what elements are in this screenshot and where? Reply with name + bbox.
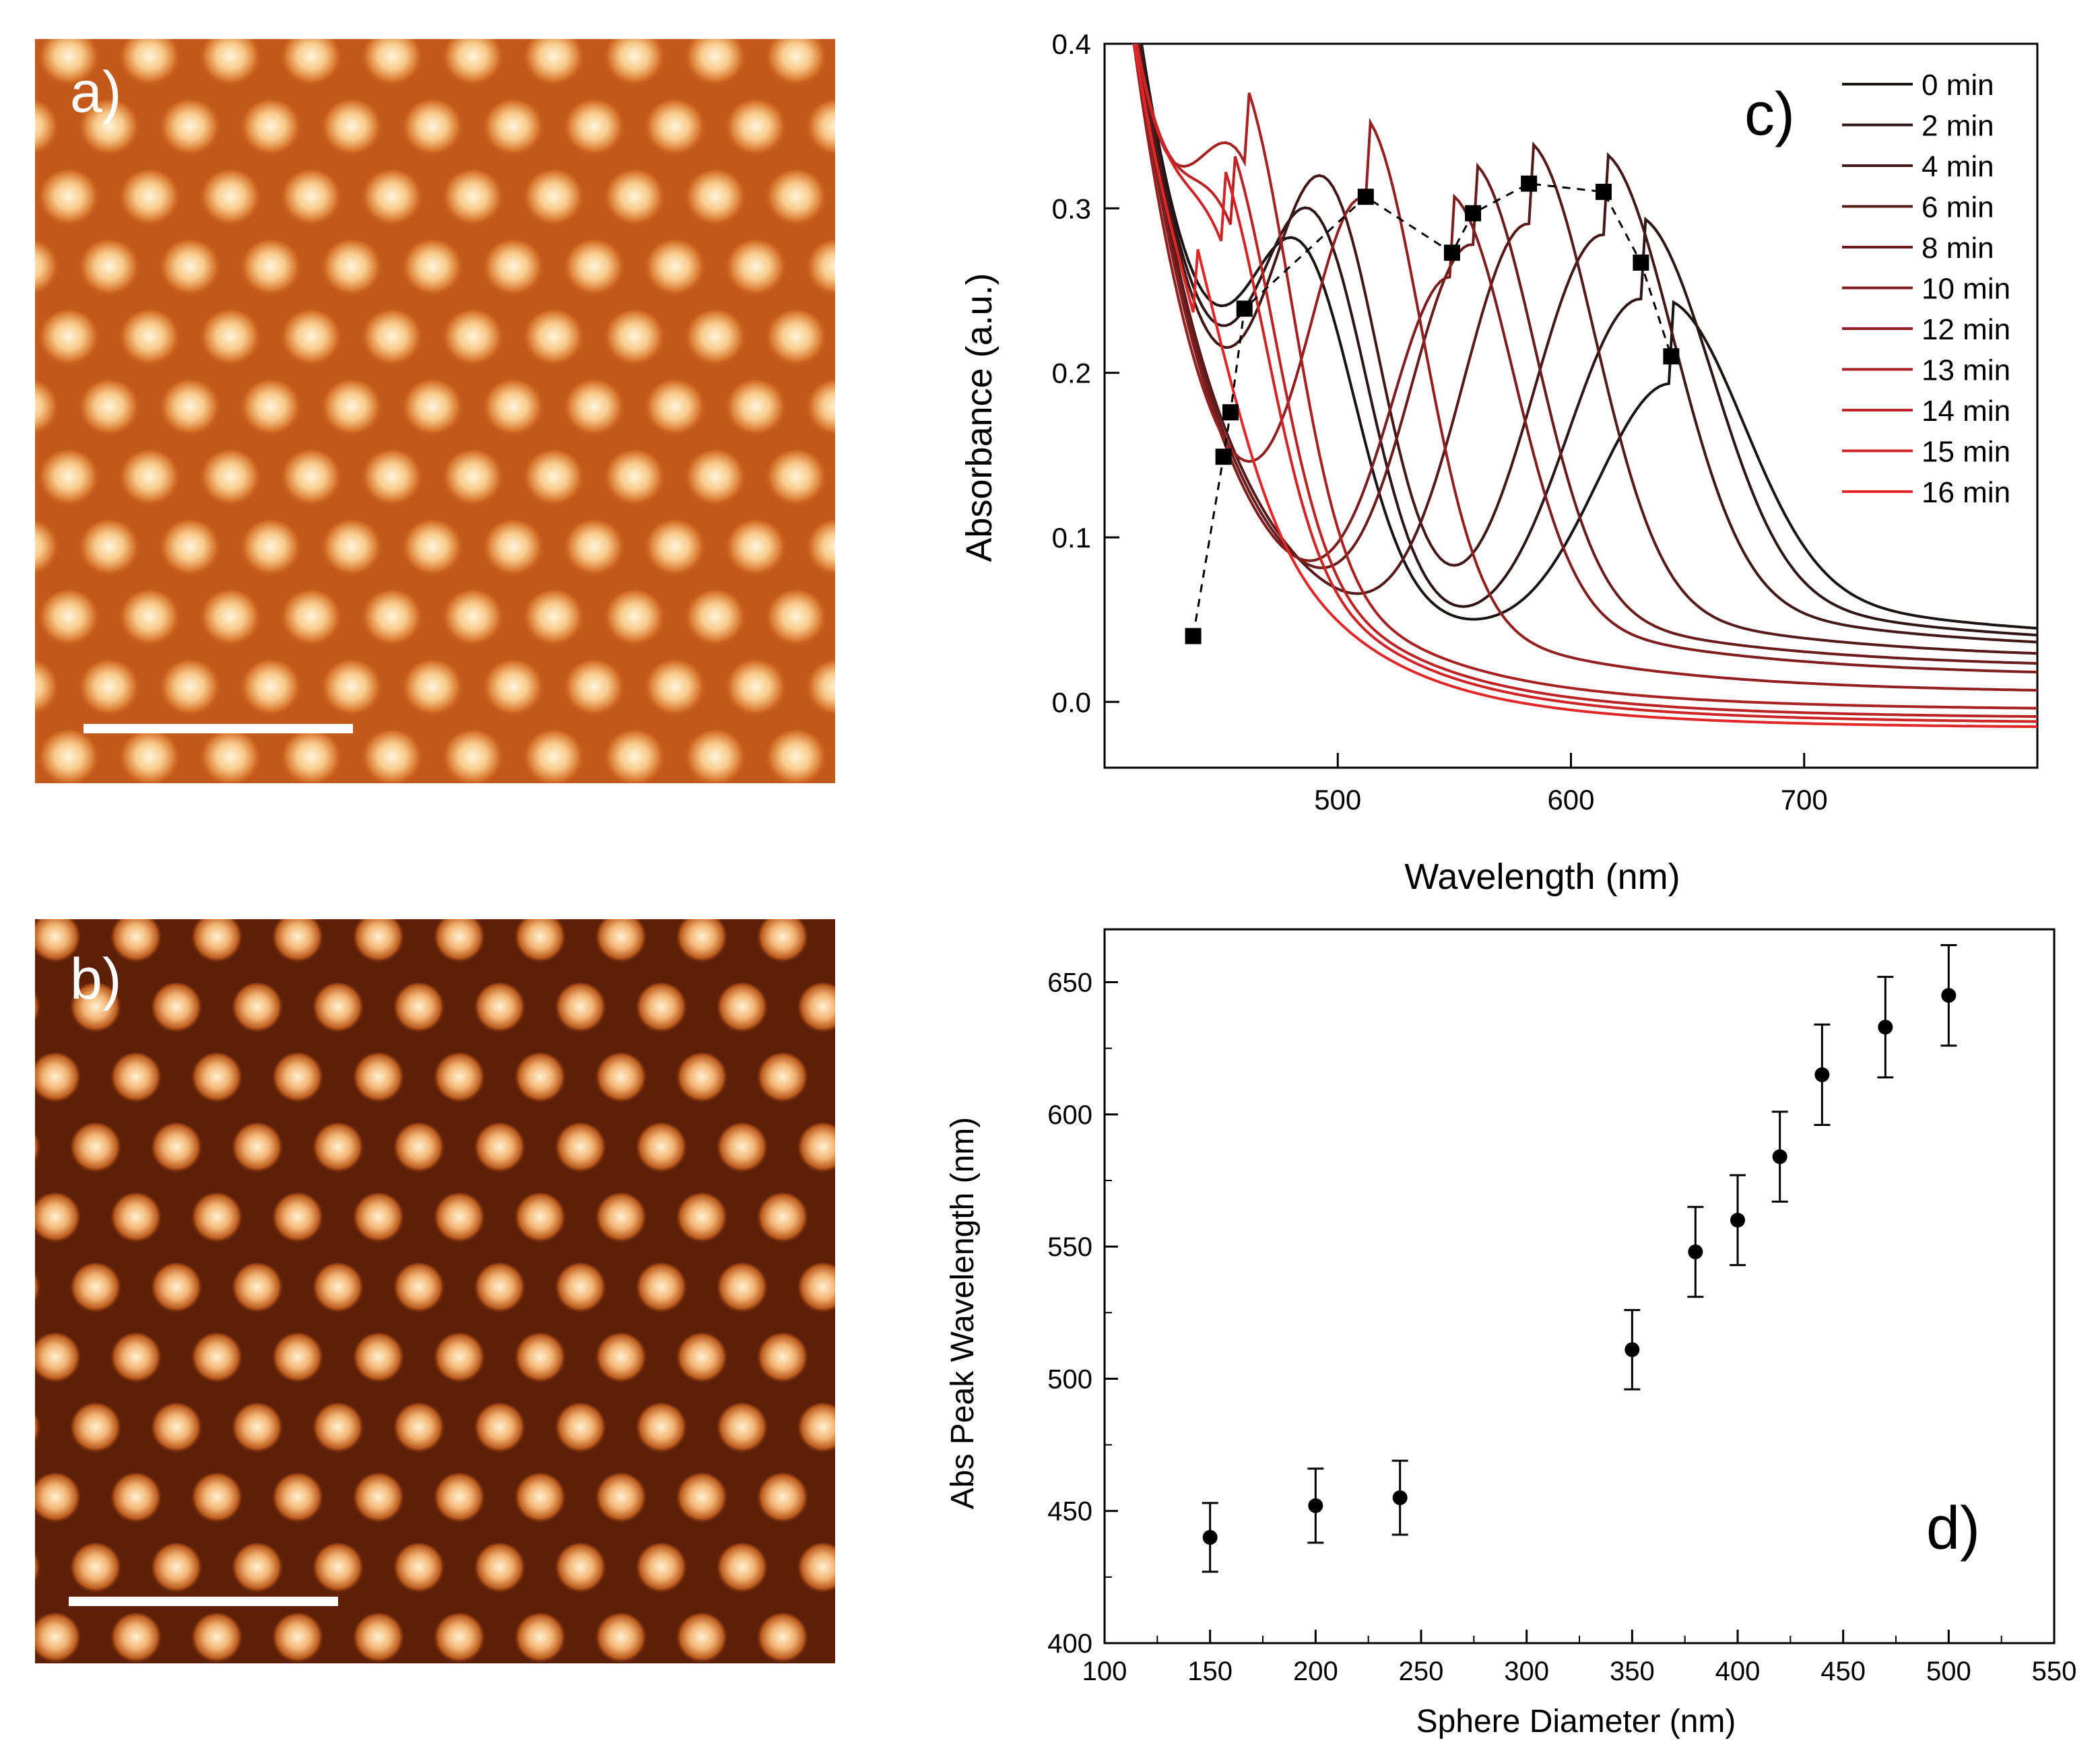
y-tick-label: 650: [1047, 968, 1092, 998]
x-tick-label: 450: [1820, 1657, 1866, 1686]
x-tick-label: 250: [1399, 1657, 1444, 1686]
peak-marker: [1443, 244, 1460, 261]
spectrum-line: [1137, 44, 2037, 655]
peak-marker: [1215, 448, 1232, 465]
legend-label: 16 min: [1922, 476, 2010, 509]
y-tick-label: 500: [1047, 1364, 1092, 1394]
chart-d-xlabel: Sphere Diameter (nm): [1416, 1704, 1736, 1739]
chart-c-panel-label: c): [1744, 81, 1795, 148]
x-tick-label: 300: [1504, 1657, 1549, 1686]
y-tick-label: 0.4: [1052, 28, 1091, 60]
y-tick-label: 0.0: [1052, 686, 1091, 718]
chart-d-ylabel: Abs Peak Wavelength (nm): [945, 1117, 981, 1509]
peak-marker: [1222, 404, 1239, 421]
legend-label: 10 min: [1922, 273, 2010, 306]
chart-c-ylabel: Absorbance (a.u.): [959, 273, 999, 562]
panel-label-a: a): [70, 60, 122, 125]
x-tick-label: 550: [2032, 1657, 2077, 1686]
y-tick-label: 450: [1047, 1497, 1092, 1527]
scale-bar: [84, 724, 353, 733]
data-point: [1941, 988, 1957, 1003]
chart-d-frame: [1103, 928, 2056, 1644]
y-tick-label: 0.2: [1052, 358, 1091, 389]
peak-marker: [1521, 175, 1538, 192]
peak-marker: [1357, 189, 1374, 205]
spectrum-line: [1134, 44, 2037, 674]
spectrum-line: [1132, 44, 2037, 692]
data-point: [1688, 1244, 1703, 1259]
y-tick-label: 600: [1047, 1100, 1092, 1130]
spectrum-line: [1135, 44, 2037, 719]
data-point: [1814, 1067, 1830, 1082]
chart-c-xlabel: Wavelength (nm): [1404, 857, 1680, 897]
panel-b: b): [35, 919, 835, 1663]
spectrum-line: [1135, 44, 2037, 723]
data-point: [1772, 1149, 1787, 1164]
afm-image-b: [35, 919, 835, 1663]
data-point: [1625, 1342, 1640, 1358]
x-tick-label: 350: [1610, 1657, 1655, 1686]
x-tick-label: 150: [1187, 1657, 1233, 1686]
legend-label: 13 min: [1922, 354, 2010, 387]
legend-label: 8 min: [1922, 232, 1994, 265]
x-tick-label: 400: [1715, 1657, 1761, 1686]
peak-marker: [1185, 628, 1202, 644]
spectrum-line: [1136, 44, 2037, 665]
spectrum-line: [1139, 44, 2037, 637]
legend-label: 12 min: [1922, 313, 2010, 346]
legend-label: 6 min: [1922, 191, 1994, 224]
y-tick-label: 0.3: [1052, 193, 1091, 224]
afm-image-a: [35, 39, 835, 783]
scale-bar: [69, 1597, 338, 1606]
x-tick-label: 500: [1926, 1657, 1971, 1686]
x-tick-label: 200: [1293, 1657, 1338, 1686]
x-tick-label: 500: [1314, 784, 1361, 816]
y-tick-label: 400: [1047, 1629, 1092, 1659]
peak-marker: [1236, 300, 1253, 317]
legend-label: 2 min: [1922, 110, 1994, 143]
data-point: [1730, 1212, 1745, 1228]
data-point: [1392, 1490, 1408, 1506]
peak-marker: [1663, 348, 1680, 365]
y-tick-label: 0.1: [1052, 522, 1091, 554]
spectrum-line: [1138, 44, 2037, 644]
peak-marker: [1465, 205, 1482, 222]
data-point: [1308, 1498, 1323, 1513]
legend-label: 4 min: [1922, 150, 1994, 183]
x-tick-label: 700: [1781, 784, 1828, 816]
panel-label-b: b): [70, 947, 122, 1011]
data-point: [1878, 1020, 1893, 1035]
legend-label: 14 min: [1922, 395, 2010, 428]
spectrum-line: [1133, 44, 2037, 729]
legend-label: 15 min: [1922, 436, 2010, 469]
peak-marker: [1633, 254, 1649, 271]
data-point: [1202, 1529, 1218, 1545]
chart-d: 100 150 200 250 300 350 400 450 500 550 400 450 500 5…: [945, 928, 2077, 1739]
y-tick-label: 550: [1047, 1232, 1092, 1262]
x-tick-label: 100: [1082, 1657, 1127, 1686]
peak-marker: [1595, 183, 1612, 200]
chart-d-panel-label: d): [1926, 1495, 1980, 1562]
spectrum-line: [1140, 44, 2037, 630]
x-tick-label: 600: [1547, 784, 1594, 816]
panel-a: a): [35, 39, 835, 783]
chart-c: 500 600 700 0.0 0.1 0.2 0.3 0.4 0 min 2 min 4 min 6…: [959, 28, 2039, 897]
spectrum-line: [1135, 44, 2037, 710]
legend-label: 0 min: [1922, 69, 1994, 102]
